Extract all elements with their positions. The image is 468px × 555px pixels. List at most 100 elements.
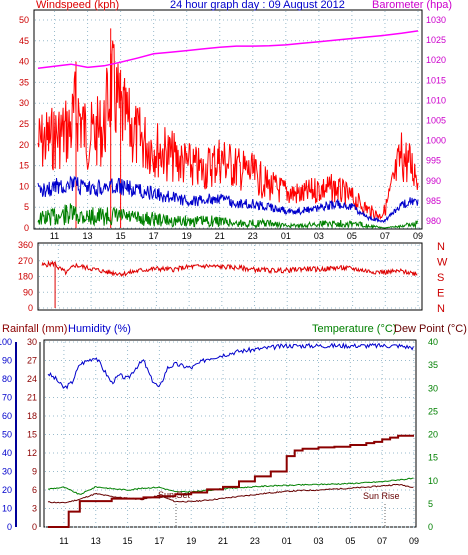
wind-x-tick: 11 — [50, 231, 59, 241]
humidity-y-tick: 90 — [2, 356, 12, 366]
humidity-y-tick: 10 — [2, 504, 12, 514]
lower-x-tick: 03 — [314, 536, 324, 546]
wind-series — [37, 28, 419, 230]
lower-panel-grid — [45, 341, 415, 528]
compass-label: W — [437, 257, 448, 269]
temperature-y-tick: 10 — [428, 476, 438, 486]
temperature-y-tick: 35 — [428, 360, 438, 370]
wind-y-tick: 30 — [19, 98, 29, 108]
direction-line — [41, 260, 418, 278]
lower-x-tick: 17 — [154, 536, 164, 546]
humidity-y-tick: 40 — [2, 448, 12, 458]
temperature-y-tick: 15 — [428, 453, 438, 463]
temperature-y-tick: 40 — [428, 337, 438, 347]
barometer-y-axis-ticks: 980 985 990 995 1000 1005 1010 1015 1020 1025 1030 — [426, 15, 446, 226]
wind-x-tick: 17 — [149, 231, 159, 241]
windspeed-axis-label: Windspeed (kph) — [36, 0, 119, 11]
lower-x-tick: 21 — [218, 536, 228, 546]
compass-label: S — [437, 272, 444, 284]
humidity-y-tick: 30 — [2, 467, 12, 477]
temperature-y-tick: 30 — [428, 383, 438, 393]
wind-x-tick: 01 — [281, 231, 291, 241]
humidity-y-tick: 80 — [2, 374, 12, 384]
direction-y-tick: 180 — [18, 272, 33, 282]
sunrise-label: Sun Rise — [363, 491, 400, 501]
lower-x-tick: 01 — [282, 536, 292, 546]
temperature-y-tick: 5 — [428, 499, 433, 509]
rain-y-tick: 18 — [27, 411, 37, 421]
temperature-y-axis-ticks: 0 5 10 15 20 25 30 35 40 — [428, 337, 438, 532]
rain-y-tick: 0 — [32, 522, 37, 532]
lower-x-axis-ticks: 11 13 15 17 19 21 23 01 03 05 07 09 — [59, 536, 419, 546]
barometer-y-tick: 1015 — [426, 75, 446, 85]
wind-x-tick: 13 — [83, 231, 93, 241]
wind-y-tick: 5 — [24, 202, 29, 212]
direction-series — [41, 260, 418, 308]
barometer-y-tick: 985 — [426, 196, 441, 206]
wind-x-tick: 05 — [347, 231, 357, 241]
wind-x-tick: 07 — [380, 231, 390, 241]
lower-x-tick: 09 — [409, 536, 419, 546]
barometer-y-tick: 990 — [426, 176, 441, 186]
lower-x-tick: 15 — [123, 536, 133, 546]
barometer-y-tick: 1020 — [426, 55, 446, 65]
rain-y-tick: 12 — [27, 448, 37, 458]
humidity-line — [47, 342, 414, 390]
wind-y-tick: 25 — [19, 119, 29, 129]
humidity-y-axis-ticks: 0 10 20 30 40 50 60 70 80 90 100 — [0, 337, 17, 532]
rain-y-tick: 6 — [32, 485, 37, 495]
rain-line — [48, 434, 414, 528]
direction-y-tick: 360 — [18, 240, 33, 250]
temperature-y-tick: 0 — [428, 522, 433, 532]
rain-y-axis-ticks: 0 3 6 9 12 15 18 21 24 27 30 — [27, 337, 41, 532]
humidity-y-tick: 0 — [7, 522, 12, 532]
lower-x-tick: 05 — [345, 536, 355, 546]
humidity-y-tick: 50 — [2, 430, 12, 440]
wind-y-tick: 40 — [19, 57, 29, 67]
barometer-y-tick: 1000 — [426, 136, 446, 146]
wind-x-tick: 03 — [314, 231, 324, 241]
low-line — [37, 203, 419, 230]
direction-panel-frame — [37, 242, 423, 311]
direction-y-axis-ticks: 360 270 180 90 0 — [18, 240, 33, 313]
dewpoint-axis-label: Dew Point (°C) — [394, 323, 467, 335]
wind-y-tick: 50 — [19, 15, 29, 25]
dewpoint-line — [47, 483, 414, 504]
compass-label: N — [437, 241, 445, 253]
wind-y-tick: 20 — [19, 140, 29, 150]
wind-x-tick: 23 — [248, 231, 258, 241]
barometer-line — [37, 30, 419, 69]
wind-y-tick: 35 — [19, 77, 29, 87]
humidity-axis-label: Humidity (%) — [68, 323, 131, 335]
temperature-y-tick: 20 — [428, 430, 438, 440]
barometer-y-tick: 995 — [426, 156, 441, 166]
wind-x-tick: 21 — [215, 231, 225, 241]
wind-x-tick: 19 — [182, 231, 192, 241]
rain-y-tick: 21 — [27, 393, 37, 403]
barometer-y-tick: 1005 — [426, 116, 446, 126]
chart-title: 24 hour graph day : 09 August 2012 — [170, 0, 345, 11]
lower-x-tick: 11 — [59, 536, 68, 546]
rainfall-axis-label: Rainfall (mm) — [2, 323, 67, 335]
humidity-y-tick: 20 — [2, 485, 12, 495]
barometer-axis-label: Barometer (hpa) — [372, 0, 452, 11]
lower-x-tick: 19 — [186, 536, 196, 546]
lower-x-tick: 07 — [377, 536, 387, 546]
wind-y-tick: 15 — [19, 161, 29, 171]
lower-panel-frame — [43, 339, 417, 528]
temperature-y-tick: 25 — [428, 406, 438, 416]
wind-x-tick: 15 — [116, 231, 126, 241]
wind-y-tick: 45 — [19, 36, 29, 46]
wind-x-tick: 09 — [413, 231, 423, 241]
rain-y-tick: 27 — [27, 356, 37, 366]
rain-y-tick: 15 — [27, 430, 37, 440]
humidity-y-tick: 60 — [2, 411, 12, 421]
barometer-y-tick: 1010 — [426, 95, 446, 105]
temperature-axis-label: Temperature (°C) — [312, 323, 396, 335]
rain-y-tick: 30 — [27, 337, 37, 347]
wind-x-axis-ticks: 11 13 15 17 19 21 23 01 03 05 07 09 — [50, 231, 423, 241]
humidity-y-tick: 100 — [0, 337, 12, 347]
